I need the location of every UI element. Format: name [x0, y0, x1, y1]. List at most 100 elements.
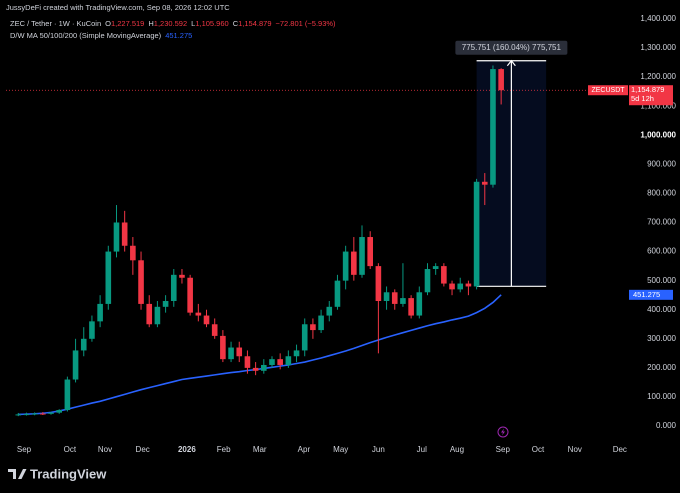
- candle-body: [301, 324, 308, 351]
- candle-body: [89, 321, 95, 339]
- y-tick-label: 800.000: [647, 189, 676, 198]
- ma-value: 451.275: [165, 31, 192, 40]
- candle-body: [408, 298, 414, 316]
- measure-label: 775.751 (160.04%) 775,751: [462, 43, 562, 52]
- price-tag-countdown: 5d 12h: [631, 94, 654, 103]
- y-tick-label: 1,300.000: [640, 43, 676, 52]
- change: −72.801 (−5.93%): [276, 19, 337, 28]
- measure-tooltip-bg: [455, 40, 568, 55]
- candle-body: [334, 280, 341, 307]
- candle-body: [318, 315, 324, 331]
- y-tick-label: 0.000: [656, 421, 677, 430]
- candle-body: [113, 222, 120, 252]
- candle-body: [449, 283, 455, 290]
- ohlc-value: 1,105.960: [195, 19, 228, 28]
- price-tag-symbol: ZECUSDT: [591, 87, 625, 94]
- candle-body: [179, 274, 185, 278]
- candle-body: [220, 335, 226, 360]
- y-tick-label: 400.000: [647, 305, 676, 314]
- y-tick-label: 700.000: [647, 218, 676, 227]
- price-tag-value: 1,154.879: [631, 85, 664, 94]
- y-tick-label: 1,200.000: [640, 72, 676, 81]
- candle-body: [105, 251, 112, 304]
- candle-body: [244, 356, 251, 368]
- candle-body: [80, 338, 87, 351]
- candle-body: [56, 410, 62, 413]
- candle-body: [277, 359, 283, 365]
- ma-name: D/W MA 50/100/200 (Simple MovingAverage): [10, 31, 162, 40]
- x-tick-label: Apr: [298, 445, 311, 454]
- candle-body: [391, 292, 398, 304]
- x-tick-label: Aug: [450, 445, 464, 454]
- candle-body: [441, 266, 447, 284]
- candle-body: [342, 251, 349, 281]
- symbol: ZEC / Tether · 1W · KuCoin: [10, 19, 101, 28]
- x-tick-label: Oct: [532, 445, 545, 454]
- footer-logo: TradingView: [8, 466, 107, 481]
- ma-line: [18, 294, 502, 416]
- ohlc-key: O: [105, 19, 111, 28]
- candle-body: [23, 414, 30, 416]
- candle-body: [269, 359, 275, 365]
- candle-body: [40, 413, 46, 415]
- candle-body: [130, 245, 136, 261]
- candle-body: [351, 251, 357, 275]
- x-tick-label: Sep: [496, 445, 511, 454]
- candle-body: [465, 283, 472, 287]
- candle-body: [498, 69, 504, 91]
- ohlc-key: L: [191, 19, 195, 28]
- candle-body: [195, 312, 202, 316]
- candle-body: [203, 315, 210, 325]
- credit: JussyDeFi created with TradingView.com, …: [6, 3, 230, 12]
- candle-body: [162, 301, 169, 307]
- candle-body: [15, 414, 22, 416]
- candle-body: [187, 277, 193, 313]
- ma-tag-bg: [629, 289, 673, 300]
- candle-body: [473, 181, 480, 287]
- candle-body: [432, 266, 439, 270]
- candle-body: [97, 303, 103, 322]
- candle-body: [31, 413, 38, 415]
- candle-body: [457, 283, 464, 290]
- x-tick-label: Jun: [372, 445, 385, 454]
- x-tick-label: 2026: [178, 445, 196, 454]
- candle-body: [326, 306, 333, 316]
- x-tick-label: Dec: [136, 445, 150, 454]
- candle-body: [481, 181, 488, 185]
- y-tick-label: 900.000: [647, 159, 676, 168]
- x-tick-label: Jul: [417, 445, 427, 454]
- candle-body: [261, 364, 267, 371]
- candle-body: [359, 237, 365, 275]
- candle-body: [285, 356, 292, 365]
- ohlc-key: H: [148, 19, 153, 28]
- y-tick-label: 1,400.000: [640, 14, 676, 23]
- candle-body: [228, 347, 234, 360]
- y-tick-label: 600.000: [647, 247, 676, 256]
- candle-body: [211, 324, 218, 336]
- candle-body: [424, 269, 431, 293]
- price-tag-bg: [629, 85, 673, 106]
- event-icon: [497, 426, 509, 438]
- y-tick-label: 200.000: [647, 363, 676, 372]
- candle-body: [170, 274, 177, 302]
- ma-legend: D/W MA 50/100/200 (Simple MovingAverage)…: [10, 31, 192, 40]
- candle-body: [72, 350, 79, 380]
- x-tick-label: Sep: [17, 445, 32, 454]
- candle-body: [154, 306, 161, 325]
- lightning-icon: [497, 426, 509, 438]
- candle-body: [490, 69, 496, 185]
- measure-arrowhead: [506, 59, 516, 67]
- candle-body: [416, 292, 423, 316]
- x-tick-label: Mar: [253, 445, 267, 454]
- ohlc-value: 1,154.879: [238, 19, 271, 28]
- candle-body: [146, 303, 153, 325]
- candle-body: [367, 237, 373, 267]
- candle-body: [293, 350, 300, 357]
- event-bolt: [501, 428, 505, 436]
- brand: TradingView: [30, 466, 107, 481]
- symbol-legend: ZEC / Tether · 1W · KuCoin O1,227.519 H1,2…: [10, 19, 336, 28]
- x-tick-label: Dec: [613, 445, 627, 454]
- y-tick-label: 1,000.000: [640, 130, 676, 139]
